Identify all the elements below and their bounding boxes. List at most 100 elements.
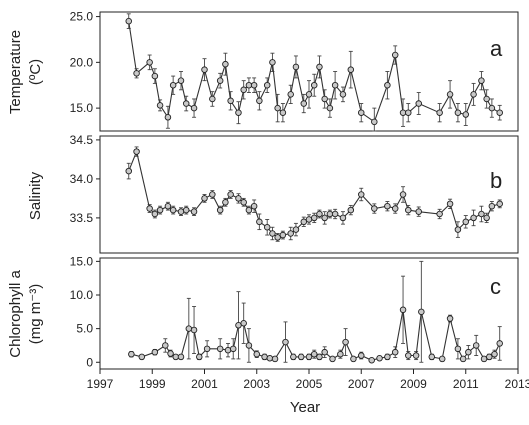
panel-c-frame [99,257,519,370]
panel-a-data-point [305,91,313,98]
panel-a-data-point [164,114,172,121]
panel-c-data-point [310,350,318,358]
panel-b-data-point [151,210,159,218]
panel-c-data-point [405,352,412,359]
panel-a-data-point [358,109,365,116]
panel-a-data-point [462,111,470,118]
panel-b-data-point [292,226,300,233]
panel-a-data-point [151,72,159,80]
panel-c-data-point [418,308,425,316]
panel-b-data-point [358,191,365,198]
panel-b-data-point [250,202,258,210]
x-axis: 1997 1999 2001 2003 2005 2007 2009 2011 2013 Yea… [87,368,529,416]
panel-c-data-point [229,345,237,353]
panel-b-data-point [235,195,242,202]
panel-a-data-point [146,59,153,66]
x-axis-ticks: 1997 1999 2001 2003 2005 2007 2009 2011 2013 [87,369,529,391]
panel-a-data-point [399,109,407,116]
panel-b-data-point [305,216,313,223]
panel-b-data-point [256,218,263,226]
panel-c-data-point [412,352,420,359]
panel-c-data-point [316,353,323,361]
panel-b-data-point [384,202,391,210]
panel-b-data-point [263,224,271,231]
panel-a-data-point [245,81,253,89]
panel-a-data-point [446,91,454,98]
panel-a-ylabel: Temperature [7,30,24,114]
panel-a-series-line [128,21,500,123]
panel-a-data-point [483,95,490,103]
panel-b-data-point [169,206,177,214]
panel-b-frame [99,135,519,254]
panel-b-data-point [483,214,490,222]
panel-a-data-point [125,17,132,25]
panel-c-data-point [151,348,159,356]
panel-a-data-point [488,104,496,112]
panel-b-data-point [462,218,470,226]
panel-c-data-point [162,342,169,349]
panel-b-data-point [347,206,355,214]
panel-b-data-point [245,206,253,214]
panel-c-data-point [196,353,203,361]
panel-a-y-tick-label: 25.0 [70,10,94,24]
panel-c-data-point [271,355,279,363]
panel-b-data-point [371,205,378,212]
panel-b-data-point [164,202,172,210]
panel-c-data-point [128,350,135,358]
panel-c-data-point [203,345,211,353]
panel-c-y-tick-label: 15.0 [70,254,94,268]
panel-c-data-point [491,350,498,358]
panel-a-data-point [292,63,300,71]
panel-chlorophyll: c Chlorophyll a (mg m⁻³) 15.0 10.0 5.0 0 [7,254,519,370]
panel-c-data-point [376,354,383,362]
panel-c-data-point [480,355,488,363]
panel-c-data-point [454,345,462,353]
panel-a-data-point [436,109,443,116]
panel-a-data-point [415,100,422,107]
panel-c-data-point [177,353,185,361]
panel-b-y-tick-label: 34.5 [70,133,94,147]
panel-a-data-point [201,66,208,73]
panel-c-ylabel-unit: (mg m⁻³) [27,284,44,344]
panel-a-data-point [405,109,412,116]
panel-c-data-point [350,355,357,363]
panel-c-data-point [446,315,454,322]
panel-a-data-point [250,81,258,89]
panel-b-data-point [415,208,422,215]
panel-a-data-point [326,104,334,112]
panel-b-data-point [227,191,234,198]
panel-c-data-point [368,357,375,364]
panel-a-data-point [310,81,318,89]
x-axis-tick-label: 2011 [453,377,479,391]
panel-a-data-point [279,109,287,116]
panel-c-y-ticks: 15.0 10.0 5.0 0 [70,254,100,369]
panel-c-data-point [465,348,472,356]
panel-a-data-point [339,91,347,98]
panel-b-data-point [331,210,339,218]
panel-a-data-point [222,60,229,68]
panel-c-data-point [261,353,268,361]
panel-b-data-point [496,200,503,208]
panel-b-ylabel: Salinity [27,171,44,220]
panel-a-data-point [235,109,242,116]
panel-b-data-point [316,210,323,218]
panel-b-data-point [300,218,308,226]
panel-b-data-point [182,206,190,214]
panel-c-data-point [459,355,467,363]
panel-b-data-point [209,191,216,198]
panel-c-y-tick-label: 5.0 [76,322,93,336]
panel-c-data-point [245,342,253,349]
panel-a-series [125,13,503,132]
panel-a-data-point [470,91,477,98]
panel-c-data-point [384,353,391,361]
panel-a-data-point [227,97,234,105]
panel-b-data-point [222,199,229,206]
panel-c-data-point [305,353,313,361]
panel-c-data-point [138,353,146,361]
panel-c-data-point [235,322,242,329]
panel-a-data-point [177,77,185,84]
panel-a-data-point [269,59,276,66]
panel-b-data-point [201,195,208,202]
panel-c-data-point [190,326,198,334]
